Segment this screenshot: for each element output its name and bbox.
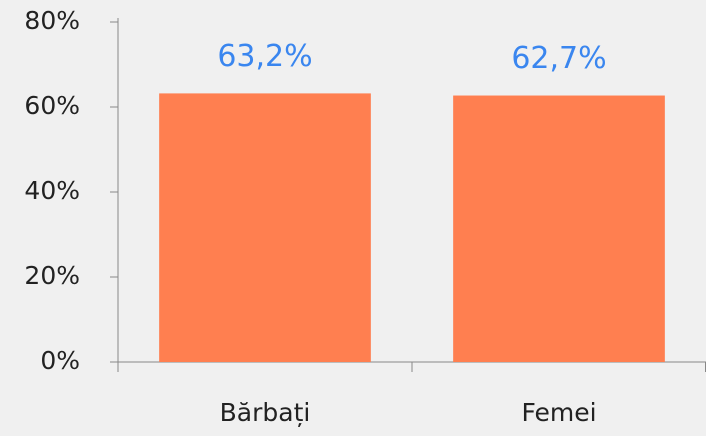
bar <box>453 95 665 363</box>
value-label: 62,7% <box>511 41 606 76</box>
y-tick-label: 60% <box>24 91 80 120</box>
y-tick-label: 0% <box>40 346 80 375</box>
bar <box>159 93 371 363</box>
y-tick-label: 20% <box>24 261 80 290</box>
value-label: 63,2% <box>217 39 312 74</box>
x-tick-label: Bărbați <box>220 398 311 427</box>
y-tick-label: 80% <box>24 6 80 35</box>
y-tick-label: 40% <box>24 176 80 205</box>
x-tick-label: Femei <box>521 398 596 427</box>
